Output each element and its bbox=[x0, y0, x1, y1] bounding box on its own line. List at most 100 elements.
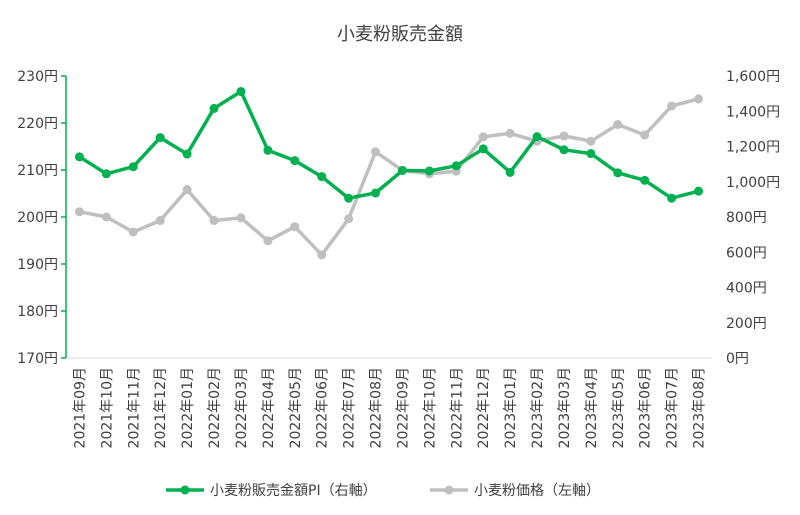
x-tick-label: 2022年02月 bbox=[207, 367, 223, 448]
data-point bbox=[640, 175, 650, 185]
x-tick-label: 2022年05月 bbox=[288, 367, 304, 448]
data-point bbox=[344, 193, 354, 203]
x-tick-label: 2022年11月 bbox=[449, 367, 465, 448]
data-point bbox=[640, 130, 650, 140]
data-point bbox=[290, 156, 300, 166]
left-axis: 170円 180円 190円 200円 210円 220円 230円 bbox=[17, 69, 67, 367]
x-tick-label: 2023年05月 bbox=[611, 367, 627, 448]
right-axis-tick-label: 400円 bbox=[726, 281, 767, 297]
right-axis: 0円 200円 400円 600円 800円 1,000円 1,200円 1,400円 1,60… bbox=[726, 69, 780, 367]
data-point bbox=[74, 152, 84, 162]
right-axis-tick-label: 1,000円 bbox=[726, 175, 780, 191]
data-point bbox=[290, 222, 300, 232]
right-axis-tick-label: 1,400円 bbox=[726, 104, 780, 120]
legend-item: 小麦粉価格（左軸） bbox=[430, 483, 600, 499]
right-axis-tick-label: 1,600円 bbox=[726, 69, 780, 85]
right-axis-tick-label: 200円 bbox=[726, 316, 767, 332]
x-tick-label: 2023年03月 bbox=[557, 367, 573, 448]
legend-item: 小麦粉販売金額PI（右軸） bbox=[166, 483, 377, 499]
x-tick-label: 2022年03月 bbox=[234, 367, 250, 448]
right-axis-tick-label: 600円 bbox=[726, 245, 767, 261]
data-point bbox=[209, 216, 219, 226]
data-point bbox=[128, 162, 138, 172]
x-tick-label: 2022年08月 bbox=[369, 367, 385, 448]
x-tick-label: 2023年01月 bbox=[503, 367, 519, 448]
x-tick-label: 2022年12月 bbox=[476, 367, 492, 448]
data-point bbox=[505, 167, 515, 177]
x-tick-label: 2023年08月 bbox=[692, 367, 708, 448]
data-point bbox=[371, 147, 381, 157]
data-point bbox=[263, 236, 273, 246]
data-point bbox=[317, 172, 327, 182]
data-point bbox=[667, 193, 677, 203]
series-layer bbox=[74, 87, 704, 260]
series-1 bbox=[74, 94, 704, 260]
series-0 bbox=[74, 87, 704, 203]
data-point bbox=[613, 119, 623, 129]
x-tick-label: 2021年11月 bbox=[126, 367, 142, 448]
left-axis-tick-label: 200円 bbox=[17, 210, 58, 226]
data-point bbox=[101, 212, 111, 222]
data-point bbox=[236, 87, 246, 97]
x-tick-label: 2022年07月 bbox=[342, 367, 358, 448]
x-tick-label: 2023年04月 bbox=[584, 367, 600, 448]
data-point bbox=[128, 227, 138, 237]
data-point bbox=[371, 188, 381, 198]
data-point bbox=[155, 133, 165, 143]
data-point bbox=[424, 166, 434, 176]
left-axis-tick-label: 210円 bbox=[17, 163, 58, 179]
x-axis: 2021年09月 2021年10月 2021年11月 2021年12月 2022年01月… bbox=[66, 357, 712, 448]
data-point bbox=[155, 216, 165, 226]
x-tick-label: 2023年02月 bbox=[530, 367, 546, 448]
series-line bbox=[79, 97, 699, 257]
x-tick-label: 2022年06月 bbox=[315, 367, 331, 448]
data-point bbox=[532, 132, 542, 142]
left-axis-tick-label: 220円 bbox=[17, 116, 58, 132]
data-point bbox=[478, 132, 488, 142]
data-point bbox=[694, 94, 704, 104]
left-axis-tick-label: 180円 bbox=[17, 304, 58, 320]
data-point bbox=[182, 185, 192, 195]
x-tick-label: 2021年09月 bbox=[72, 367, 88, 448]
data-point bbox=[344, 214, 354, 224]
x-tick-label: 2022年10月 bbox=[422, 367, 438, 448]
data-point bbox=[209, 103, 219, 113]
x-tick-label: 2023年06月 bbox=[638, 367, 654, 448]
chart-title: 小麦粉販売金額 bbox=[337, 24, 463, 45]
x-tick-label: 2021年10月 bbox=[99, 367, 115, 448]
data-point bbox=[397, 165, 407, 175]
x-tick-label: 2021年12月 bbox=[153, 367, 169, 448]
legend-swatch-marker bbox=[180, 485, 190, 495]
data-point bbox=[182, 149, 192, 159]
data-point bbox=[74, 207, 84, 217]
legend: 小麦粉販売金額PI（右軸） 小麦粉価格（左軸） bbox=[166, 483, 600, 499]
data-point bbox=[613, 168, 623, 178]
x-tick-label: 2023年07月 bbox=[665, 367, 681, 448]
data-point bbox=[586, 149, 596, 159]
data-point bbox=[236, 213, 246, 223]
data-point bbox=[505, 128, 515, 138]
right-axis-tick-label: 0円 bbox=[726, 351, 749, 367]
left-axis-tick-label: 170円 bbox=[17, 351, 58, 367]
data-point bbox=[586, 136, 596, 146]
data-point bbox=[667, 101, 677, 111]
data-point bbox=[263, 145, 273, 155]
left-axis-tick-label: 190円 bbox=[17, 257, 58, 273]
data-point bbox=[451, 161, 461, 171]
data-point bbox=[694, 186, 704, 196]
right-axis-tick-label: 800円 bbox=[726, 210, 767, 226]
data-point bbox=[559, 131, 569, 141]
series-line bbox=[78, 89, 699, 200]
legend-label: 小麦粉販売金額PI（右軸） bbox=[210, 483, 377, 499]
legend-swatch-marker bbox=[444, 485, 454, 495]
x-tick-label: 2022年01月 bbox=[180, 367, 196, 448]
x-tick-label: 2022年04月 bbox=[261, 367, 277, 448]
left-axis-tick-label: 230円 bbox=[17, 69, 58, 85]
right-axis-tick-label: 1,200円 bbox=[726, 140, 780, 156]
legend-label: 小麦粉価格（左軸） bbox=[474, 483, 600, 499]
data-point bbox=[478, 144, 488, 154]
data-point bbox=[317, 250, 327, 260]
data-point bbox=[559, 145, 569, 155]
x-tick-label: 2022年09月 bbox=[395, 367, 411, 448]
